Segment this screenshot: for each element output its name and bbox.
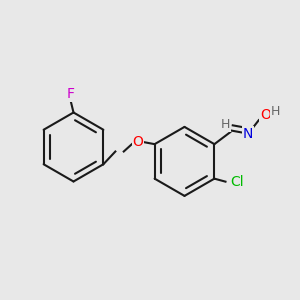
Text: O: O	[133, 135, 144, 149]
Text: Cl: Cl	[230, 175, 243, 189]
Text: F: F	[67, 88, 75, 101]
Text: O: O	[260, 108, 271, 122]
Text: N: N	[243, 127, 254, 141]
Text: H: H	[271, 105, 280, 118]
Text: H: H	[221, 118, 230, 131]
